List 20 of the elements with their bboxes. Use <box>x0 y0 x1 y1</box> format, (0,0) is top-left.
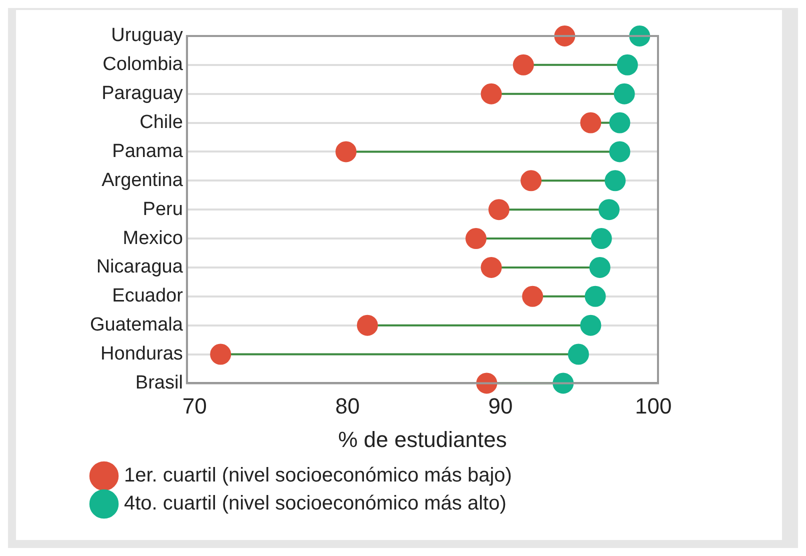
y-tick-label: Guatemala <box>90 314 184 336</box>
y-tick-label: Peru <box>142 198 183 220</box>
x-tick-label: 80 <box>335 393 360 418</box>
legend-label: 1er. cuartil (nivel socioeconómico más bajo) <box>124 464 512 487</box>
y-tick-label: Panama <box>112 140 184 162</box>
y-tick-label: Paraguay <box>102 83 184 104</box>
legend-label: 4to. cuartil (nivel socioeconómico más alto) <box>124 492 506 515</box>
y-tick-label: Argentina <box>102 170 184 191</box>
y-tick-label: Uruguay <box>111 25 184 46</box>
y-tick-label: Brasil <box>135 372 183 394</box>
y-tick-label: Honduras <box>100 344 183 364</box>
y-tick-label: Chile <box>140 112 183 134</box>
y-tick-label: Colombia <box>102 54 184 76</box>
x-tick-label: 70 <box>182 393 207 418</box>
y-tick-label: Mexico <box>122 228 183 249</box>
y-tick-label: Nicaragua <box>96 256 184 278</box>
x-axis-title: % de estudiantes <box>338 426 507 452</box>
y-tick-label: Ecuador <box>112 286 184 307</box>
x-tick-label: 90 <box>488 393 513 418</box>
x-tick-label: 100 <box>635 393 672 418</box>
